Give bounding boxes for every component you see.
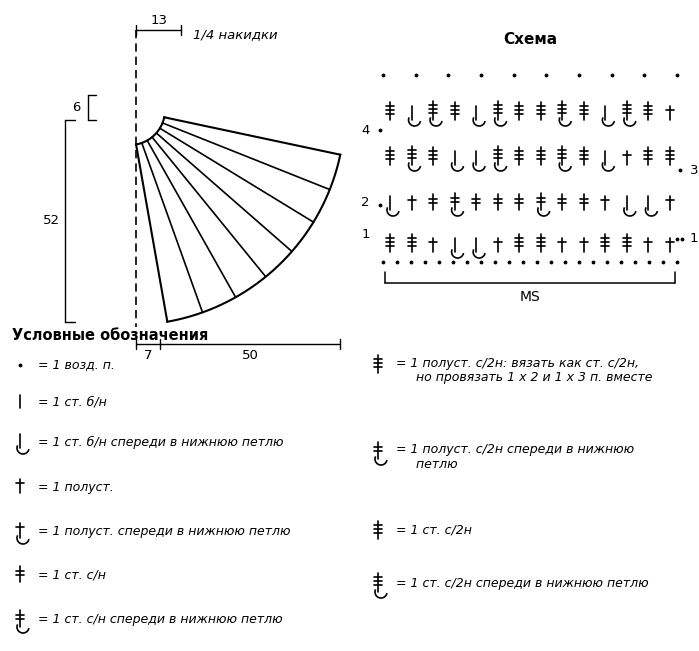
Text: 1: 1 <box>690 232 698 245</box>
Text: но провязать 1 х 2 и 1 х 3 п. вместе: но провязать 1 х 2 и 1 х 3 п. вместе <box>396 370 652 383</box>
Text: = 1 ст. с/н спереди в нижнюю петлю: = 1 ст. с/н спереди в нижнюю петлю <box>38 613 282 626</box>
Text: 2: 2 <box>361 195 370 208</box>
Text: 1: 1 <box>361 227 370 240</box>
Text: MS: MS <box>519 290 540 304</box>
Text: 3: 3 <box>690 163 698 176</box>
Text: = 1 ст. с/2н спереди в нижнюю петлю: = 1 ст. с/2н спереди в нижнюю петлю <box>396 577 649 590</box>
Text: = 1 возд. п.: = 1 возд. п. <box>38 359 115 372</box>
Text: 13: 13 <box>150 14 167 27</box>
Text: = 1 полуст. с/2н спереди в нижнюю: = 1 полуст. с/2н спереди в нижнюю <box>396 443 634 456</box>
Text: = 1 полуст. с/2н: вязать как ст. с/2н,: = 1 полуст. с/2н: вязать как ст. с/2н, <box>396 357 639 370</box>
Text: 50: 50 <box>242 349 259 362</box>
Text: 6: 6 <box>72 101 80 114</box>
Text: 52: 52 <box>43 214 59 227</box>
Text: = 1 полуст. спереди в нижнюю петлю: = 1 полуст. спереди в нижнюю петлю <box>38 525 291 538</box>
Text: = 1 ст. б/н: = 1 ст. б/н <box>38 396 107 408</box>
Text: 4: 4 <box>361 124 370 137</box>
Text: = 1 ст. с/2н: = 1 ст. с/2н <box>396 523 472 536</box>
Text: петлю: петлю <box>396 458 458 471</box>
Text: 1/4 накидки: 1/4 накидки <box>193 29 278 42</box>
Text: 7: 7 <box>144 349 152 362</box>
Text: = 1 полуст.: = 1 полуст. <box>38 480 114 493</box>
Text: = 1 ст. с/н: = 1 ст. с/н <box>38 568 106 581</box>
Text: Схема: Схема <box>503 33 557 48</box>
Text: = 1 ст. б/н спереди в нижнюю петлю: = 1 ст. б/н спереди в нижнюю петлю <box>38 436 284 449</box>
Text: Условные обозначения: Условные обозначения <box>12 327 208 342</box>
